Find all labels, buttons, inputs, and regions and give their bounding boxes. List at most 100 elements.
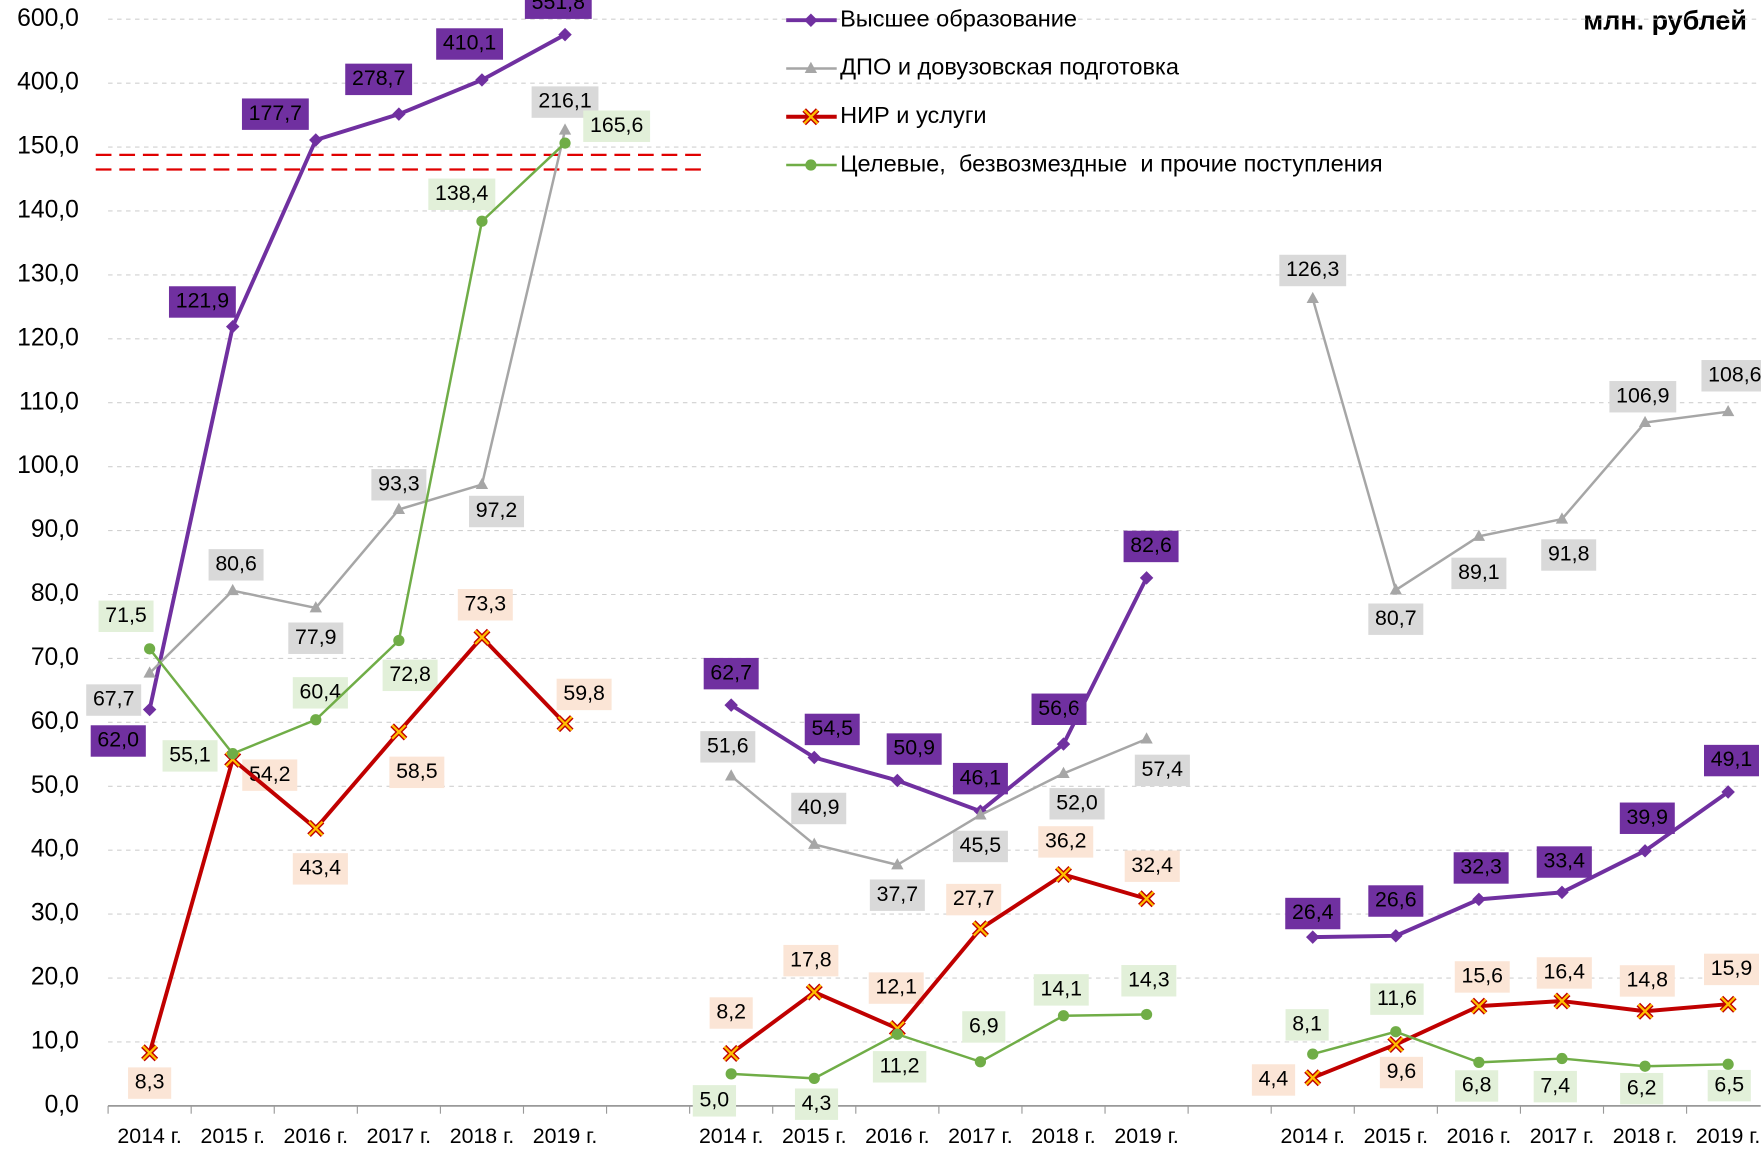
data-label: 16,4 (1536, 957, 1592, 989)
series-line (147, 635, 567, 1054)
x-tick-label: 2017 г. (1530, 1124, 1594, 1148)
data-label-box (1454, 961, 1510, 993)
data-label-text: 17,8 (790, 947, 832, 971)
data-label-text: 51,6 (707, 733, 749, 757)
data-label-text: 55,1 (169, 743, 211, 767)
data-label: 45,5 (952, 830, 1008, 863)
data-label: 14,3 (1121, 965, 1177, 997)
data-label: 165,6 (583, 110, 651, 142)
data-label-text: 72,8 (389, 662, 431, 686)
data-label-box (1049, 788, 1105, 820)
data-label-box (1368, 885, 1424, 917)
series-line (730, 872, 1148, 1056)
data-label: 46,1 (952, 762, 1008, 795)
marker (1307, 1048, 1319, 1060)
data-label-box (556, 678, 612, 711)
data-label-text: 80,7 (1375, 606, 1417, 630)
data-label: 37,7 (869, 879, 925, 911)
legend-label: НИР и услуги (840, 102, 987, 128)
data-label: 14,1 (1033, 974, 1089, 1006)
marker (226, 583, 239, 596)
data-label-text: 126,3 (1286, 257, 1339, 281)
data-label-text: 62,0 (97, 728, 139, 752)
grid (108, 18, 1761, 1043)
data-labels: 62,0 121,9 177,7 278,7 410,1 551,8 62,7 54,5 50,… (86, 0, 1761, 1120)
marker (1387, 1035, 1405, 1054)
data-label-box (783, 944, 839, 977)
data-label-text: 8,1 (1292, 1012, 1322, 1036)
data-label-text: 8,2 (716, 1000, 746, 1024)
x-tick-label: 2017 г. (367, 1124, 431, 1148)
data-label-text: 26,4 (1292, 900, 1334, 924)
data-label: 8,1 (1285, 1009, 1329, 1041)
data-label: 17,8 (783, 944, 839, 977)
data-label-box (692, 1085, 737, 1117)
data-label-box (872, 1051, 927, 1083)
data-label-box (436, 28, 504, 60)
series-line (1312, 999, 1729, 1080)
data-label: 49,1 (1704, 744, 1759, 777)
data-label-text: 278,7 (352, 66, 405, 90)
data-label: 11,6 (1370, 983, 1424, 1015)
data-label: 82,6 (1123, 530, 1179, 563)
data-label: 93,3 (371, 469, 427, 501)
data-label-text: 551,8 (532, 0, 585, 14)
marker (1639, 1060, 1651, 1072)
data-label-box (1704, 744, 1759, 777)
data-label-text: 138,4 (435, 181, 489, 205)
data-label: 52,0 (1049, 788, 1105, 820)
data-label-text: 58,5 (396, 759, 438, 783)
data-label-text: 33,4 (1543, 849, 1585, 873)
data-label-box (469, 495, 525, 528)
marker (392, 107, 406, 121)
marker (1390, 1026, 1402, 1038)
data-label-text: 97,2 (476, 498, 518, 522)
x-tick-label: 2017 г. (948, 1124, 1012, 1148)
data-label: 26,4 (1285, 897, 1341, 930)
data-label: 12,1 (868, 972, 924, 1004)
marker (475, 477, 489, 490)
data-label-text: 216,1 (538, 89, 591, 113)
y-tick-label: 600,0 (17, 5, 79, 32)
marker (1722, 1058, 1734, 1070)
data-label: 97,2 (469, 495, 525, 528)
marker-core (972, 921, 988, 937)
data-label-text: 54,5 (811, 716, 853, 740)
data-label-box (1285, 1009, 1329, 1041)
marker-core (308, 820, 324, 836)
marker (143, 666, 156, 678)
data-label-box (583, 110, 651, 142)
data-label-box (1541, 539, 1597, 571)
data-label: 6,5 (1707, 1069, 1751, 1102)
data-label-box (791, 792, 847, 825)
data-label-text: 73,3 (465, 591, 507, 615)
x-tick-label: 2018 г. (450, 1124, 514, 1148)
data-label-box (1124, 850, 1180, 882)
data-label-text: 62,7 (710, 660, 752, 684)
data-label: 7,4 (1533, 1070, 1577, 1103)
marker (1304, 1069, 1322, 1087)
marker (1057, 766, 1070, 778)
data-label: 15,9 (1704, 953, 1759, 986)
data-label-text: 410,1 (443, 31, 496, 55)
data-label-box (1701, 360, 1761, 392)
data-label: 54,5 (804, 713, 860, 746)
marker (476, 215, 488, 227)
data-label-text: 7,4 (1540, 1073, 1570, 1097)
data-label: 551,8 (524, 0, 592, 19)
series-line (731, 1013, 1147, 1080)
data-label-text: 6,5 (1714, 1072, 1744, 1096)
data-label-box (709, 997, 753, 1029)
marker (556, 715, 574, 733)
data-label: 56,6 (1031, 693, 1087, 725)
data-label: 80,6 (208, 549, 264, 581)
data-label-box (162, 740, 218, 772)
data-label-box (1619, 802, 1675, 834)
marker (393, 634, 405, 647)
data-label-box (703, 657, 759, 690)
marker-core (1388, 1036, 1404, 1053)
data-label-text: 12,1 (875, 975, 917, 999)
data-label-text: 14,3 (1128, 967, 1170, 991)
series-line (730, 577, 1149, 814)
data-label-box (1038, 826, 1094, 858)
